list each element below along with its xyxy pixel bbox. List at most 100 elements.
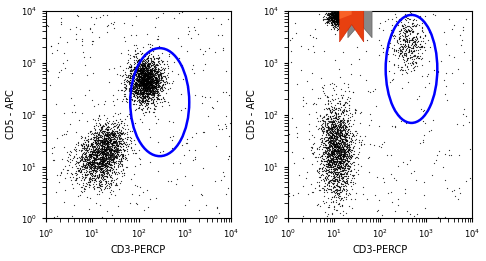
Point [411, 169, 418, 173]
Point [342, 130, 349, 134]
Point [349, 14, 357, 19]
Point [330, 139, 338, 143]
Point [92, 168, 100, 172]
Point [139, 80, 147, 85]
Point [110, 156, 118, 160]
Point [106, 140, 114, 144]
Point [113, 140, 121, 144]
Point [323, 19, 330, 23]
Point [328, 17, 335, 21]
Point [98, 142, 106, 146]
Point [135, 79, 143, 83]
Point [330, 9, 338, 14]
Point [401, 53, 409, 57]
Point [125, 80, 133, 85]
Point [335, 7, 343, 11]
Point [127, 33, 135, 37]
Point [288, 116, 296, 120]
Point [307, 145, 314, 149]
Point [332, 151, 340, 155]
Point [106, 150, 114, 154]
Point [341, 133, 349, 137]
Point [330, 184, 338, 188]
Point [85, 152, 92, 157]
Point [155, 59, 163, 63]
Point [136, 82, 144, 86]
Point [63, 168, 71, 172]
Point [338, 16, 346, 20]
Point [299, 97, 307, 102]
Point [327, 153, 335, 157]
Point [106, 122, 114, 126]
Point [333, 155, 341, 159]
Point [334, 24, 342, 28]
Point [326, 130, 334, 135]
Point [331, 16, 339, 20]
Point [118, 74, 126, 78]
Point [346, 136, 353, 140]
Point [340, 132, 347, 137]
Point [377, 145, 385, 149]
Point [146, 72, 154, 76]
Point [329, 110, 336, 114]
Point [139, 90, 147, 94]
Point [63, 158, 71, 162]
Point [331, 144, 339, 148]
Point [340, 12, 348, 16]
Point [338, 10, 346, 14]
Point [330, 123, 338, 127]
Point [329, 16, 336, 21]
Point [339, 19, 347, 23]
Point [331, 185, 339, 189]
Point [340, 123, 348, 127]
Point [333, 12, 341, 16]
Point [138, 82, 145, 86]
Point [332, 11, 340, 15]
Point [316, 119, 324, 123]
Point [384, 52, 392, 56]
Point [339, 26, 347, 31]
Point [124, 152, 132, 156]
Point [117, 148, 124, 152]
Point [337, 7, 345, 11]
Point [331, 148, 339, 152]
Point [347, 153, 354, 157]
Point [138, 84, 145, 88]
Point [104, 137, 112, 141]
Point [343, 21, 350, 25]
Point [338, 14, 346, 18]
Point [339, 165, 347, 170]
Point [391, 209, 399, 213]
Point [342, 4, 349, 9]
Point [86, 151, 93, 156]
Point [329, 155, 336, 159]
Point [144, 78, 152, 82]
Point [140, 77, 148, 81]
Point [334, 17, 342, 22]
Point [333, 16, 341, 20]
Point [78, 145, 86, 150]
Point [321, 120, 329, 124]
Point [340, 144, 347, 148]
Point [331, 21, 339, 26]
Point [140, 99, 148, 103]
Point [145, 86, 153, 90]
Point [85, 139, 92, 143]
Point [334, 166, 342, 170]
Point [339, 123, 347, 127]
Point [146, 86, 154, 90]
Point [328, 9, 336, 14]
Point [71, 145, 79, 149]
Point [106, 165, 114, 169]
Point [403, 39, 411, 43]
Point [143, 94, 151, 98]
Point [144, 98, 152, 103]
Point [147, 71, 155, 75]
Point [141, 73, 149, 78]
Point [134, 94, 141, 98]
Point [335, 132, 343, 136]
Point [102, 147, 110, 151]
Point [108, 151, 116, 155]
Point [337, 155, 345, 159]
Point [403, 58, 411, 62]
